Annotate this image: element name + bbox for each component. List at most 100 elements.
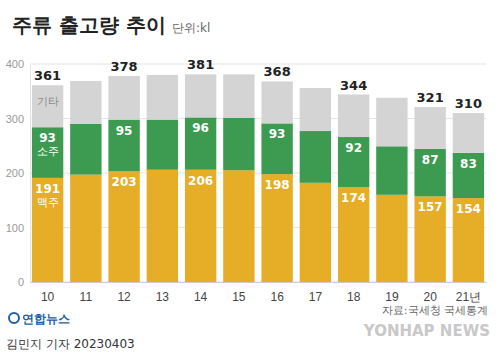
x-tick-label: 11 bbox=[80, 290, 93, 304]
bar bbox=[147, 75, 178, 120]
labels: 191맥주20320619817415715493소주959693928783기… bbox=[34, 57, 482, 216]
x-tick: 16 bbox=[270, 282, 284, 304]
bar bbox=[185, 117, 216, 169]
y-tick-label: 300 bbox=[6, 113, 24, 125]
bar bbox=[261, 123, 292, 174]
value-label: 87 bbox=[422, 153, 439, 167]
bar bbox=[70, 81, 101, 124]
value-label: 203 bbox=[112, 175, 137, 189]
x-tick: 19 bbox=[385, 282, 399, 304]
bar bbox=[338, 187, 369, 282]
x-tick-label: 15 bbox=[232, 290, 246, 304]
value-label: 96 bbox=[192, 121, 209, 135]
y-tick-label: 200 bbox=[6, 167, 24, 179]
bar bbox=[147, 170, 178, 282]
value-label: 95 bbox=[116, 124, 133, 138]
x-tick-label: 19 bbox=[385, 290, 399, 304]
x-tick-label: 17 bbox=[309, 290, 323, 304]
bar bbox=[338, 95, 369, 138]
bar bbox=[453, 153, 484, 198]
total-label: 310 bbox=[455, 96, 482, 111]
total-label: 321 bbox=[417, 90, 444, 105]
y-axis-line bbox=[30, 65, 31, 283]
total-label: 381 bbox=[187, 57, 214, 72]
bar bbox=[300, 183, 331, 282]
series bbox=[32, 74, 484, 152]
x-tick-label: 21년 bbox=[456, 290, 481, 304]
value-label: 174 bbox=[341, 191, 366, 205]
x-tick: 14 bbox=[194, 282, 208, 304]
x-tick: 17 bbox=[309, 282, 323, 304]
bar bbox=[261, 174, 292, 282]
value-label: 206 bbox=[188, 174, 213, 188]
bar bbox=[338, 137, 369, 187]
bar bbox=[376, 146, 407, 195]
total-label: 378 bbox=[111, 59, 138, 74]
bar bbox=[376, 195, 407, 282]
x-axis-line bbox=[31, 282, 487, 283]
x-tick: 21년 bbox=[456, 282, 481, 304]
bars bbox=[32, 74, 484, 282]
value-label: 83 bbox=[460, 157, 477, 171]
x-tick: 10 bbox=[41, 282, 55, 304]
bar bbox=[147, 120, 178, 170]
bar bbox=[261, 81, 292, 123]
x-tick-label: 16 bbox=[270, 290, 284, 304]
y-tick: 100 bbox=[6, 222, 30, 234]
value-label: 191 bbox=[35, 182, 60, 196]
watermark: YONHAP NEWS bbox=[363, 322, 490, 340]
value-label: 154 bbox=[456, 202, 481, 216]
x-tick: 13 bbox=[156, 282, 170, 304]
series-name: 소주 bbox=[37, 145, 59, 158]
x-tick: 15 bbox=[232, 282, 246, 304]
x-tick: 20 bbox=[423, 282, 437, 304]
value-label: 157 bbox=[418, 200, 443, 214]
bar bbox=[300, 131, 331, 183]
x-tick-label: 20 bbox=[423, 290, 437, 304]
bar bbox=[223, 118, 254, 170]
y-tick: 0 bbox=[18, 276, 30, 288]
bar bbox=[414, 149, 445, 196]
bar bbox=[108, 171, 139, 282]
bar bbox=[32, 127, 63, 178]
bar bbox=[70, 124, 101, 175]
byline: 김민지 기자 20230403 bbox=[6, 337, 135, 351]
x-tick-label: 14 bbox=[194, 290, 208, 304]
bar bbox=[300, 88, 331, 131]
total-label: 344 bbox=[340, 78, 367, 93]
y-tick-label: 0 bbox=[18, 276, 24, 288]
bar bbox=[32, 85, 63, 127]
series-name: 기타 bbox=[37, 95, 59, 108]
series-name: 맥주 bbox=[37, 196, 59, 209]
x-tick: 12 bbox=[117, 282, 131, 304]
value-label: 93 bbox=[269, 127, 286, 141]
x-tick-label: 13 bbox=[156, 290, 170, 304]
bar bbox=[108, 76, 139, 120]
bar bbox=[108, 120, 139, 172]
bar bbox=[185, 74, 216, 117]
bar bbox=[32, 178, 63, 282]
x-tick-label: 12 bbox=[117, 290, 131, 304]
total-label: 361 bbox=[34, 68, 61, 83]
grid bbox=[30, 64, 486, 282]
x-tick-label: 10 bbox=[41, 290, 55, 304]
bar bbox=[70, 175, 101, 282]
bar bbox=[453, 198, 484, 282]
x-tick: 18 bbox=[347, 282, 361, 304]
bar bbox=[453, 113, 484, 153]
value-label: 198 bbox=[265, 178, 290, 192]
y-tick: 400 bbox=[6, 58, 30, 70]
x-axis: 10 11 12 13 14 15 16 17 18 19 20 21년 bbox=[31, 282, 487, 304]
bar bbox=[223, 74, 254, 118]
subtitle: 단위:kl bbox=[172, 21, 210, 35]
y-axis: 0 100 200 300 400 bbox=[6, 58, 31, 288]
source: 자료:국세청 국세통계 bbox=[382, 304, 488, 317]
bar bbox=[185, 170, 216, 282]
x-tick: 11 bbox=[80, 282, 93, 304]
y-tick: 300 bbox=[6, 113, 30, 125]
value-label: 92 bbox=[345, 141, 362, 155]
y-tick-label: 400 bbox=[6, 58, 24, 70]
y-tick-label: 100 bbox=[6, 222, 24, 234]
title: 주류 출고량 추이 bbox=[12, 13, 166, 37]
y-tick: 200 bbox=[6, 167, 30, 179]
